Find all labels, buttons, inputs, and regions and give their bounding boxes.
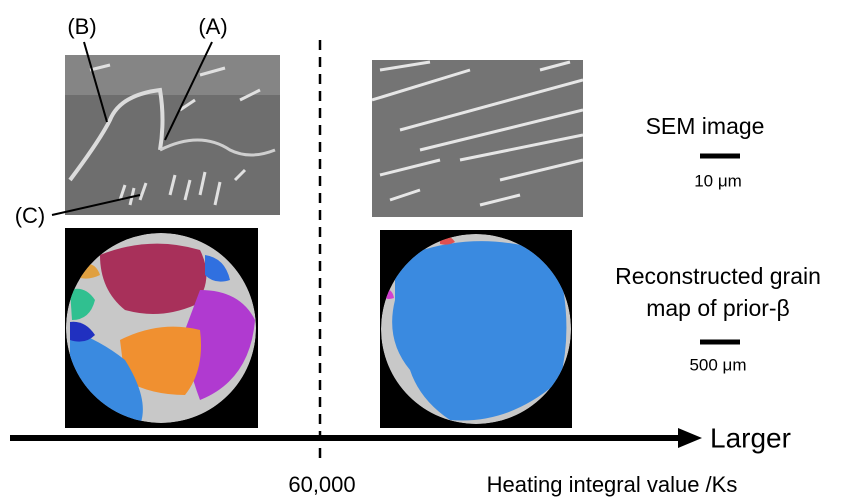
annotation-label: (A) bbox=[198, 14, 227, 39]
arrow-label: Larger bbox=[710, 422, 791, 453]
axis-arrowhead bbox=[678, 428, 702, 448]
axis-title: Heating integral value /Ks bbox=[487, 472, 738, 497]
sem-image-left bbox=[65, 55, 280, 215]
grain-legend-title: map of prior-β bbox=[646, 295, 790, 321]
figure: (B) (A) (C) Larger 60,000 Heating integr… bbox=[0, 0, 850, 500]
sem-image-right bbox=[372, 60, 583, 217]
scale-label: 10 μm bbox=[694, 171, 742, 190]
annotation-label: (C) bbox=[15, 203, 46, 228]
annotation-label: (B) bbox=[67, 14, 96, 39]
grain-legend-title: Reconstructed grain bbox=[615, 263, 821, 289]
sem-legend-title: SEM image bbox=[646, 113, 765, 139]
scale-label: 500 μm bbox=[689, 355, 746, 374]
grain-map-right-content bbox=[381, 234, 571, 424]
threshold-label: 60,000 bbox=[288, 472, 355, 497]
